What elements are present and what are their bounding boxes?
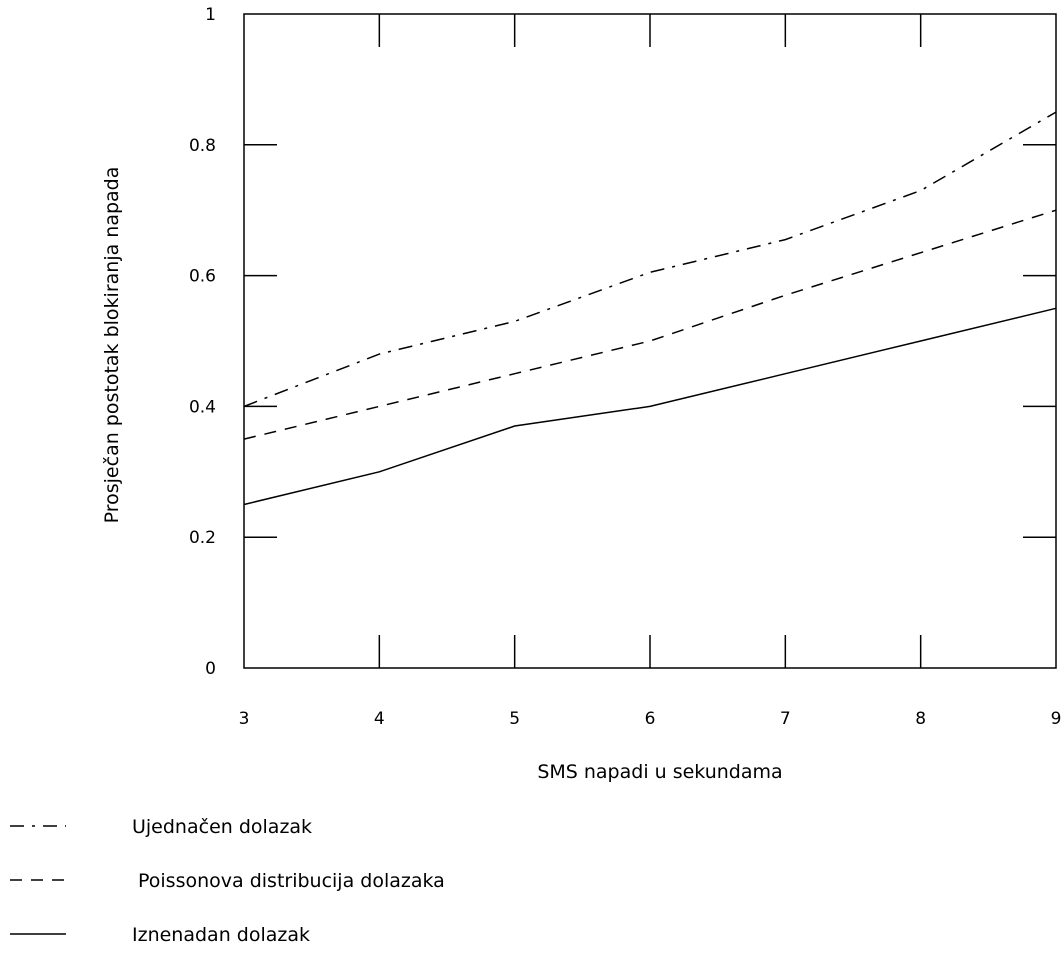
legend-label: Ujednačen dolazak (132, 816, 312, 838)
series-lines (243, 111, 1057, 506)
y-tick-label: 0.8 (189, 136, 216, 156)
x-tick-label: 5 (509, 709, 520, 729)
y-tick-label: 1 (205, 5, 216, 25)
x-tick-label: 7 (780, 709, 791, 729)
y-axis-title: Prosječan postotak blokiranja napada (101, 167, 123, 524)
legend-label: Poissonova distribucija dolazaka (138, 870, 445, 892)
y-tick-labels: 0 0.2 0.4 0.6 0.8 1 (189, 5, 216, 679)
legend: Ujednačen dolazak Poissonova distribucija… (10, 816, 445, 946)
y-tick-label: 0.4 (189, 397, 216, 417)
x-tick-labels: 3 4 5 6 7 8 9 (239, 709, 1062, 729)
series-line-3 (243, 307, 1057, 506)
x-tick-label: 9 (1051, 709, 1062, 729)
x-axis-title: SMS napadi u sekundama (537, 761, 782, 783)
x-tick-label: 6 (645, 709, 656, 729)
plot-frame (243, 13, 1057, 669)
y-tick-label: 0 (205, 659, 216, 679)
x-tick-label: 8 (915, 709, 926, 729)
axis-ticks (244, 14, 1056, 668)
x-tick-label: 3 (239, 709, 250, 729)
y-tick-label: 0.2 (189, 528, 216, 548)
series-line-1 (243, 111, 1057, 408)
series-line-2 (243, 209, 1057, 440)
y-tick-label: 0.6 (189, 267, 216, 287)
x-tick-label: 4 (374, 709, 385, 729)
legend-label: Iznenadan dolazak (132, 924, 310, 946)
